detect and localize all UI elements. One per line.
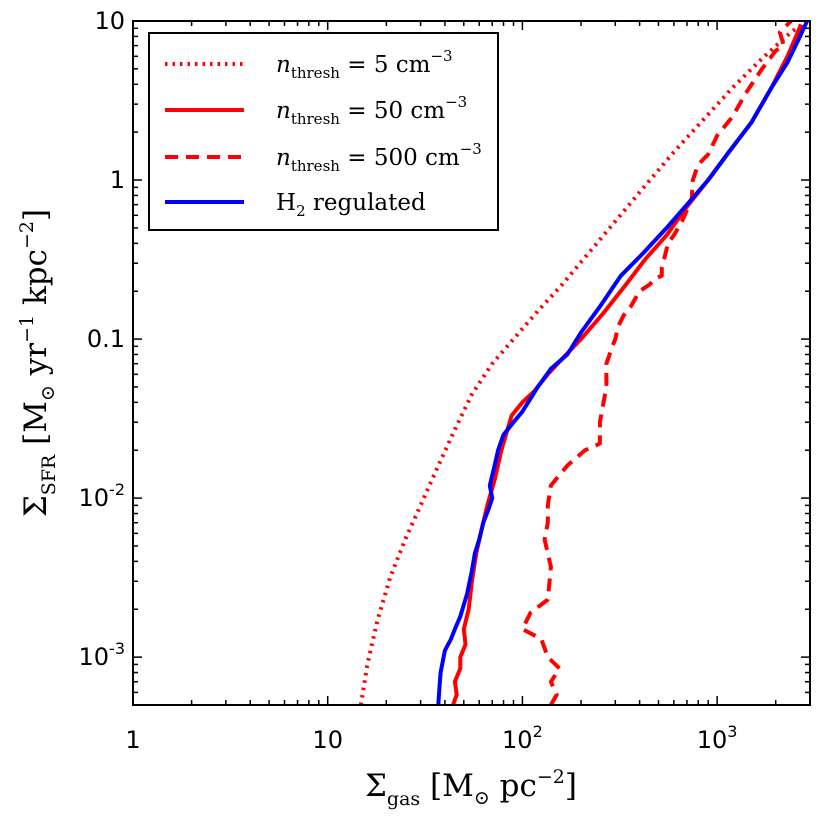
legend-label-4: H2 regulated [276, 190, 426, 220]
y-tick-label: 10-3 [79, 639, 126, 671]
y-axis-label: ΣSFR [M⊙ yr−1 kpc−2] [16, 209, 60, 517]
legend: nthresh = 5 cm−3 nthresh = 50 cm−3 nthresh… [148, 32, 499, 231]
y-tick-label: 1 [110, 166, 125, 194]
plot-frame [132, 20, 811, 706]
x-tick-label: 103 [697, 722, 738, 754]
series-line-4 [436, 21, 809, 705]
y-tick-label: 10 [94, 7, 125, 35]
series-line-1 [358, 21, 809, 705]
x-tick-label: 1 [125, 726, 140, 754]
x-axis-label: Σgas [M⊙ pc−2] [365, 766, 577, 810]
legend-label-2: nthresh = 50 cm−3 [276, 93, 467, 128]
series-line-3 [520, 21, 793, 705]
legend-label-1: nthresh = 5 cm−3 [276, 47, 453, 82]
labels-layer: 1 10 102 103 10-3 10-2 0.1 1 10 Σgas [M⊙ pc−2] ΣSF… [16, 7, 737, 810]
series-layer [358, 21, 809, 705]
y-tick-label: 10-2 [79, 480, 126, 512]
y-tick-label: 0.1 [87, 325, 125, 353]
legend-box [148, 32, 499, 231]
x-tick-label: 10 [312, 726, 343, 754]
legend-label-3: nthresh = 500 cm−3 [276, 140, 482, 175]
x-tick-label: 102 [502, 722, 543, 754]
